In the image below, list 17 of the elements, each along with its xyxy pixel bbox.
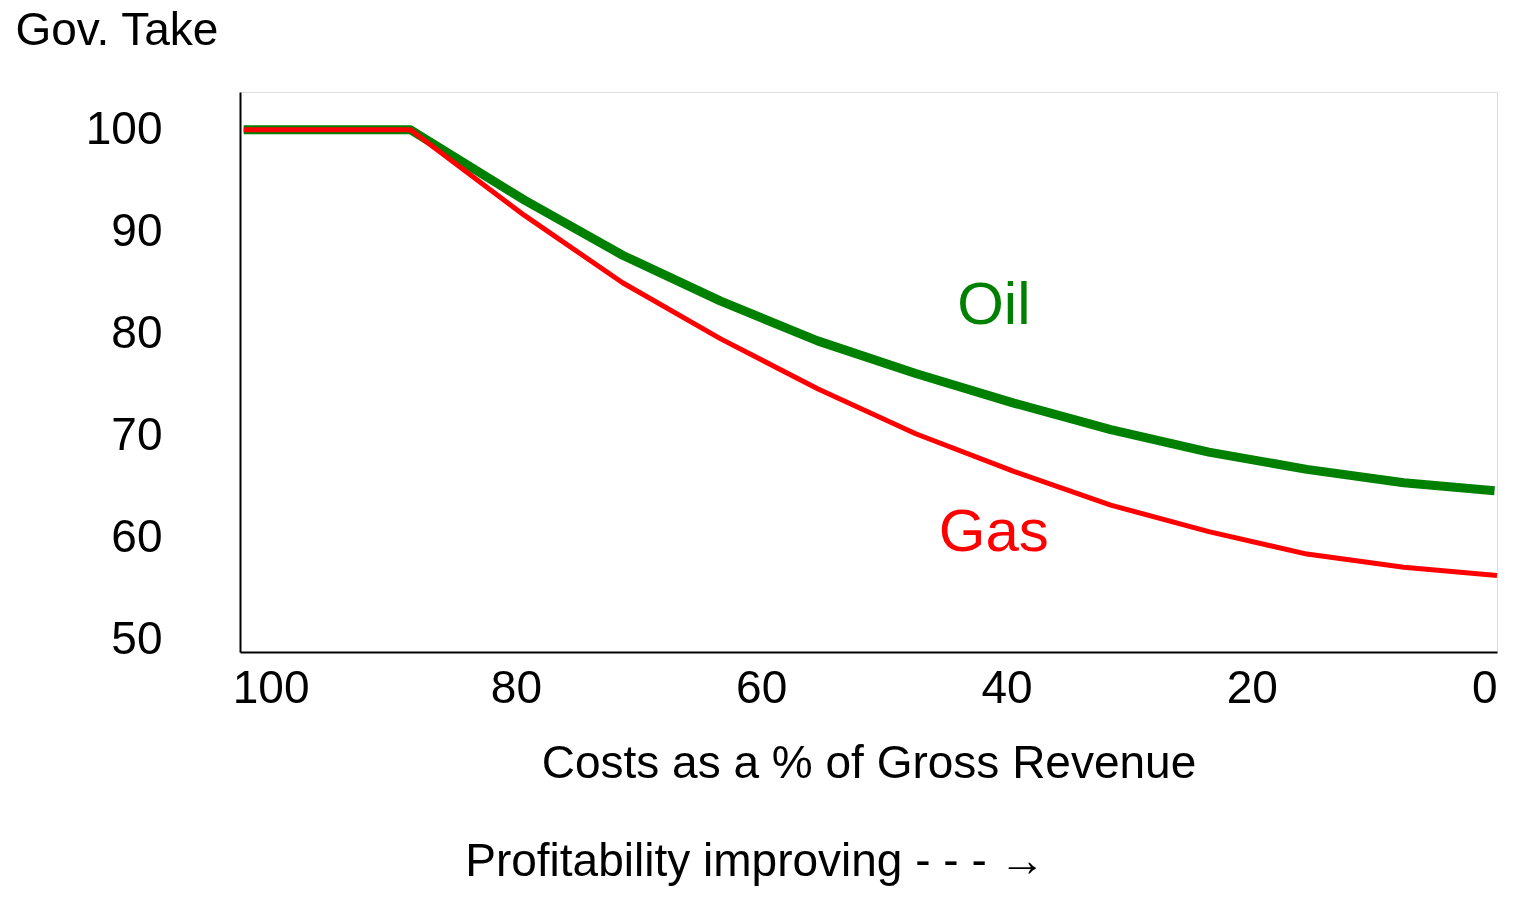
series-label: Gas [938, 497, 1049, 565]
y-tick-label: 90 [111, 204, 163, 257]
x-tick-label: 40 [981, 660, 1033, 713]
x-tick-label: 20 [1226, 660, 1278, 713]
y-tick-label: 60 [111, 510, 163, 563]
x-tick-label: 100 [232, 660, 310, 713]
y-tick-label: 80 [111, 306, 163, 359]
y-tick-label: 70 [111, 408, 163, 461]
series-label: Oil [957, 270, 1031, 338]
x-tick-label: 60 [736, 660, 788, 713]
y-axis-title: Gov. Take [15, 2, 219, 55]
y-tick-label: 50 [111, 612, 163, 665]
x-tick-label: 0 [1471, 660, 1498, 713]
text: Profitability improving - - - → [465, 834, 1046, 886]
x-axis-title: Costs as a % of Gross Revenue [541, 735, 1197, 788]
y-tick-label: 100 [85, 102, 163, 155]
x-tick-label: 80 [490, 660, 543, 713]
